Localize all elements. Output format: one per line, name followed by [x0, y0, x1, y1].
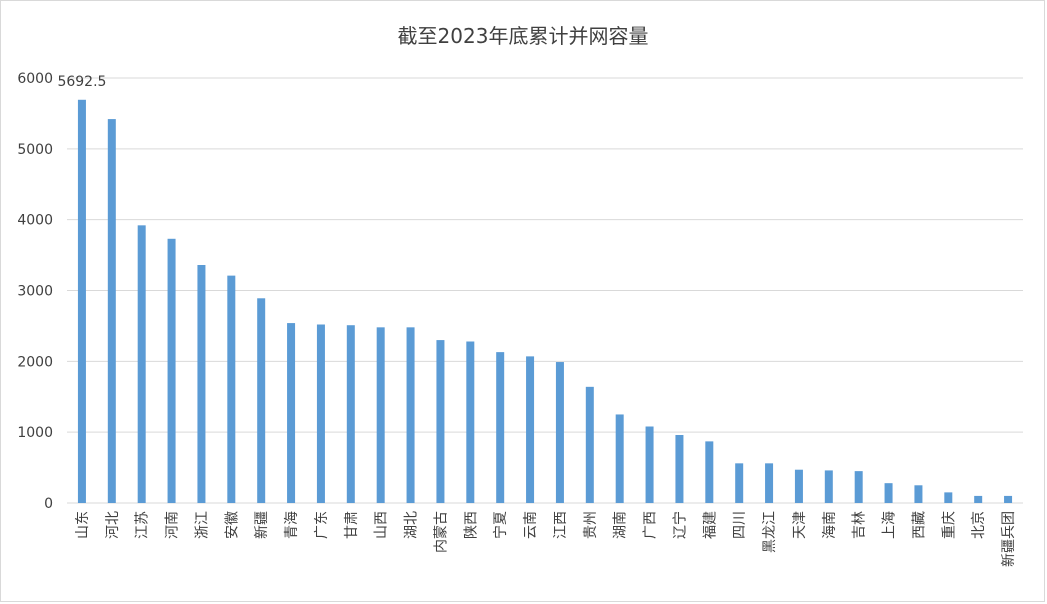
bar	[316, 324, 325, 503]
x-category-label: 吉林	[852, 511, 868, 539]
bar	[287, 323, 296, 503]
bar	[735, 463, 744, 503]
x-category-label: 山西	[374, 511, 390, 539]
x-category-label: 安徽	[224, 511, 240, 539]
x-category-label: 广东	[314, 511, 330, 539]
bar	[197, 265, 206, 503]
bar	[944, 492, 953, 503]
bar	[376, 327, 385, 503]
x-category-label: 海南	[822, 511, 838, 539]
x-category-label: 四川	[732, 511, 748, 539]
y-tick-label: 3000	[17, 284, 53, 300]
x-category-label: 山东	[75, 511, 91, 539]
x-category-label: 陕西	[463, 511, 479, 539]
y-tick-label: 2000	[17, 354, 53, 370]
x-category-label: 北京	[971, 511, 987, 539]
bar	[526, 356, 535, 503]
x-category-label: 辽宁	[671, 511, 688, 539]
bar	[645, 426, 654, 503]
x-category-label: 宁夏	[492, 511, 509, 539]
bar	[257, 298, 266, 503]
x-category-label: 河南	[165, 511, 181, 539]
bar	[555, 362, 564, 503]
bar	[346, 325, 355, 503]
x-category-label: 内蒙古	[433, 511, 449, 553]
data-labels: 5692.5	[57, 74, 106, 90]
y-tick-label: 0	[44, 496, 53, 512]
x-category-label: 新疆兵团	[1001, 511, 1017, 567]
x-category-label: 江苏	[135, 511, 151, 539]
x-category-label: 上海	[882, 511, 898, 539]
bar	[585, 386, 594, 503]
bar	[914, 485, 923, 503]
x-category-label: 甘肃	[344, 511, 360, 539]
bar	[77, 99, 86, 503]
bar	[765, 463, 774, 503]
x-category-label: 浙江	[194, 511, 210, 539]
x-category-label: 江西	[553, 511, 569, 539]
bar	[974, 495, 983, 503]
bar	[884, 483, 893, 503]
x-category-label: 重庆	[941, 511, 957, 539]
bar	[824, 470, 833, 503]
bar	[615, 414, 624, 503]
bar	[107, 119, 116, 503]
bar	[854, 471, 863, 503]
bar	[227, 275, 236, 503]
bar	[794, 469, 803, 503]
y-axis-ticks: 0 1000 2000 3000 4000 5000 6000	[17, 71, 53, 512]
bar	[406, 327, 415, 503]
x-category-label: 福建	[702, 511, 718, 539]
bar	[436, 340, 445, 503]
x-category-label: 黑龙江	[762, 511, 778, 553]
gridlines	[67, 77, 1023, 504]
x-category-label: 广西	[643, 511, 659, 539]
y-tick-label: 5000	[17, 142, 53, 158]
bar	[1004, 495, 1013, 503]
bar	[675, 435, 684, 503]
bar	[466, 341, 475, 503]
x-category-label: 青海	[284, 511, 300, 539]
chart-title: 截至2023年底累计并网容量	[398, 24, 649, 48]
y-tick-label: 4000	[17, 213, 53, 229]
x-category-label: 新疆	[254, 511, 270, 539]
bar	[705, 441, 714, 503]
x-category-label: 湖南	[613, 511, 629, 539]
x-category-label: 天津	[792, 511, 808, 539]
bar	[137, 225, 146, 504]
bar	[167, 238, 176, 503]
x-category-label: 云南	[523, 511, 539, 539]
bar-data-label: 5692.5	[57, 74, 106, 90]
x-category-label: 贵州	[583, 511, 599, 539]
x-category-label: 河北	[105, 511, 121, 539]
x-axis-categories: 山东 河北 江苏 河南 浙江 安徽 新疆 青海 广东 甘肃 山西 湖北 内蒙古 陕西 宁夏 云南 江西 贵州 湖南广…	[75, 511, 1017, 567]
y-tick-label: 6000	[17, 71, 53, 87]
y-tick-label: 1000	[17, 425, 53, 441]
x-category-label: 西藏	[911, 511, 927, 539]
x-category-label: 湖北	[404, 511, 420, 539]
bar	[496, 352, 505, 503]
bars	[77, 99, 1013, 504]
